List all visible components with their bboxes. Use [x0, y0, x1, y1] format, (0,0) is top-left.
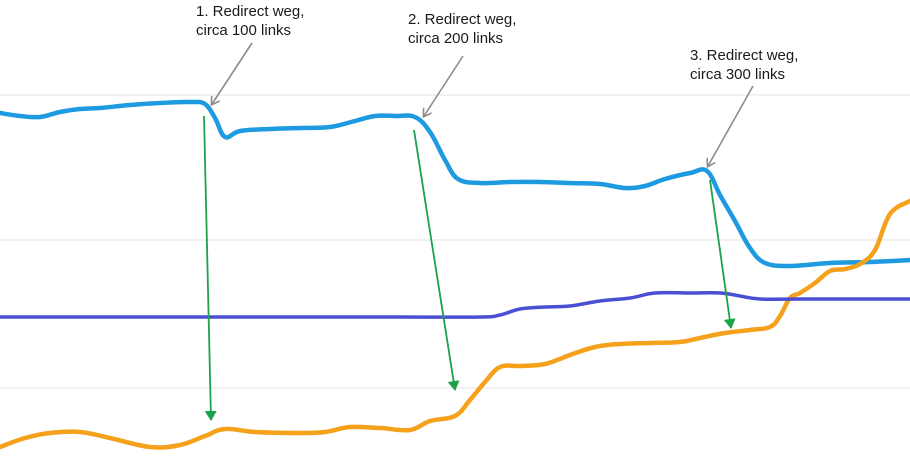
pointer-arrow-3: [708, 85, 754, 166]
pointer-arrow-1: [212, 42, 253, 104]
annotation-1-line-1: 1. Redirect weg,: [196, 3, 305, 20]
annotation-1-line-2: circa 100 links: [196, 22, 292, 39]
gridlines: [0, 94, 910, 389]
series-line-2: [0, 198, 910, 450]
annotation-2-line-2: circa 200 links: [408, 30, 504, 47]
series-line-3: [0, 290, 910, 319]
drop-arrow-1: [203, 115, 217, 421]
drop-arrow-2: [413, 129, 460, 391]
series-layer: [0, 99, 910, 450]
annotation-2: 2. Redirect weg, circa 200 links: [408, 10, 516, 48]
annotation-1: 1. Redirect weg, circa 100 links: [196, 2, 304, 40]
annotation-3-line-1: 3. Redirect weg,: [690, 47, 799, 64]
annotation-3: 3. Redirect weg, circa 300 links: [690, 46, 798, 84]
pointer-arrow-2: [424, 55, 464, 116]
drop-arrow-3: [709, 179, 736, 329]
arrows-layer: [203, 42, 754, 421]
annotation-2-line-1: 2. Redirect weg,: [408, 11, 517, 28]
series-line-1: [0, 99, 910, 269]
annotation-3-line-2: circa 300 links: [690, 66, 786, 83]
